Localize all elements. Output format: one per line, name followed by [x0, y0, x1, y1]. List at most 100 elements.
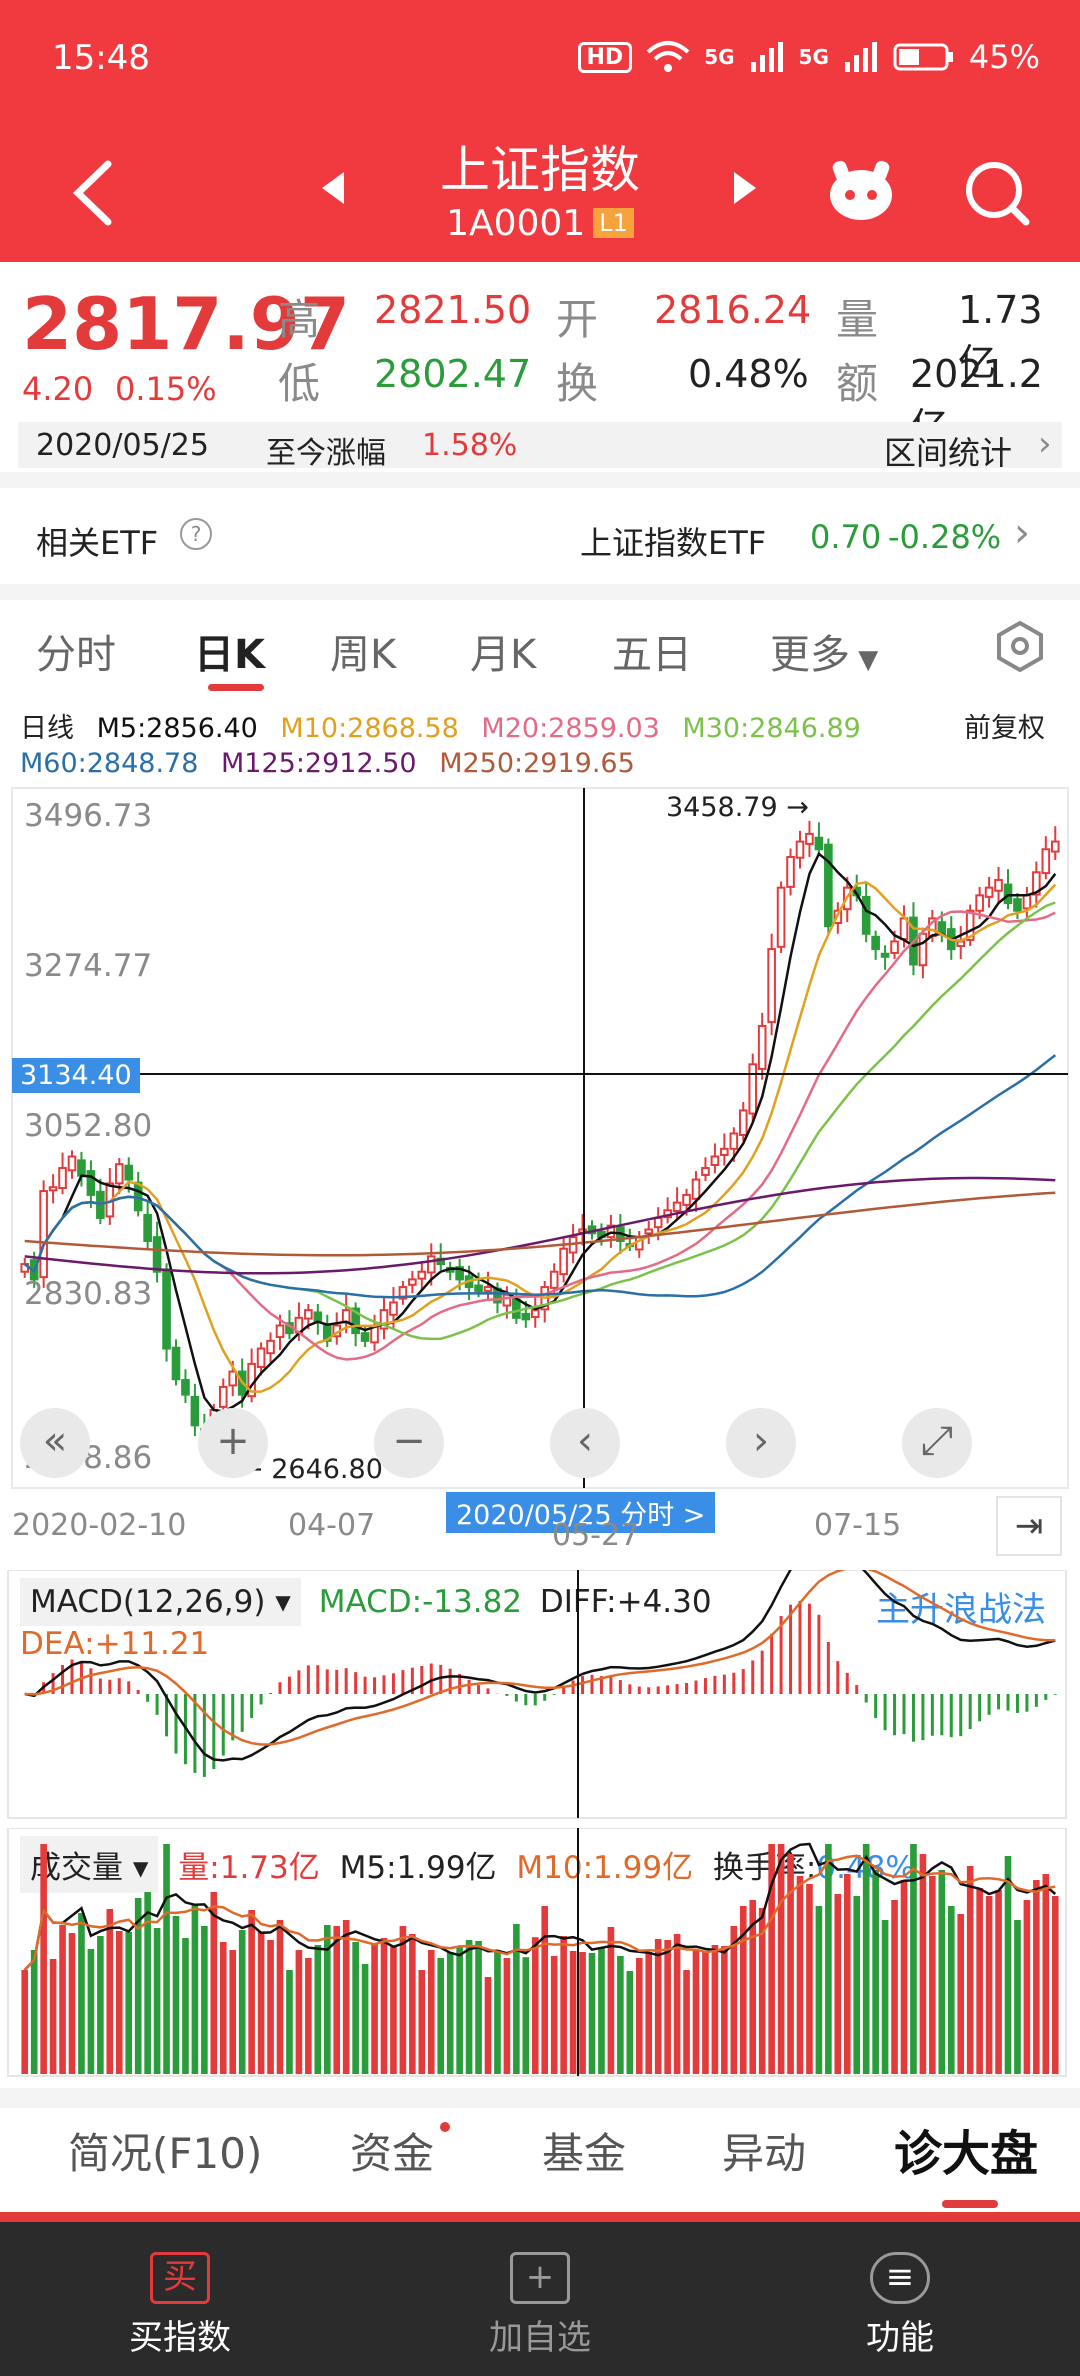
candle-body	[824, 843, 833, 928]
dropdown-icon: ▼	[850, 645, 879, 675]
diff-value: DIFF:+4.30	[539, 1584, 712, 1620]
prev-stock-icon[interactable]	[318, 168, 348, 208]
vol-ma5-line	[23, 1842, 1057, 1971]
volume-bar	[881, 1920, 889, 2074]
scroll-left-icon[interactable]: ‹	[550, 1408, 620, 1478]
volume-bar	[172, 1916, 180, 2074]
search-icon[interactable]	[962, 158, 1032, 228]
macd-chart[interactable]	[0, 1570, 1080, 1820]
tab-diagnose[interactable]: 诊大盘	[894, 2126, 1039, 2182]
period-tabs: 分时 日K 周K 月K 五日 更多 ▼	[0, 600, 1080, 695]
crosshair-date-badge[interactable]: 2020/05/25 分时 >	[446, 1492, 716, 1533]
volume-bar	[569, 1951, 577, 2074]
candle-body	[455, 1266, 464, 1281]
candle-body	[190, 1395, 200, 1427]
tab-more[interactable]: 更多 ▼	[770, 622, 878, 680]
tab-weekly-k[interactable]: 周K	[330, 632, 397, 678]
candle-body	[776, 886, 786, 948]
crosshair-price-label: 3134.40	[12, 1058, 140, 1093]
ma5-value: M5:2856.40	[96, 713, 258, 744]
volume-bar	[976, 1888, 983, 2074]
volume-frame	[7, 1828, 1067, 2077]
volume-bar	[560, 1936, 567, 2074]
battery-percent: 45%	[968, 38, 1040, 76]
candle-body	[1022, 894, 1032, 910]
help-icon[interactable]: ?	[180, 518, 212, 550]
range-bar[interactable]: 2020/05/25 至今涨幅 1.58% 区间统计 ›	[18, 422, 1062, 472]
back-icon[interactable]	[68, 158, 118, 228]
volume-bar	[957, 1914, 965, 2074]
ma30-line	[23, 901, 1056, 1341]
kline-svg[interactable]	[0, 780, 1080, 1580]
add-watchlist-button[interactable]: + 加自选	[440, 2252, 640, 2359]
volume-bar	[437, 1958, 445, 2074]
zoom-minus-icon[interactable]: −	[374, 1408, 444, 1478]
tab-monthly-k[interactable]: 月K	[470, 632, 537, 678]
tab-f10[interactable]: 简况(F10)	[68, 2129, 263, 2178]
vol-m5: M5:1.99亿	[339, 1850, 497, 1886]
tab-five-day[interactable]: 五日	[612, 632, 692, 678]
footer-bar: 买 买指数 + 加自选 ≡ 功能	[0, 2212, 1080, 2376]
tab-anomaly[interactable]: 异动	[722, 2129, 807, 2178]
robot-assistant-icon[interactable]	[824, 155, 898, 225]
ma60-line	[23, 1054, 1057, 1299]
volume-bar	[314, 1945, 322, 2074]
zoom-out-fast-icon[interactable]: «	[20, 1408, 90, 1478]
volume-bar	[541, 1906, 549, 2074]
macd-dropdown[interactable]: MACD(12,26,9) ▾	[20, 1578, 301, 1626]
fullscreen-icon[interactable]: ⤢	[902, 1408, 972, 1478]
candle-body	[1013, 898, 1022, 912]
tab-fund-flow[interactable]: 资金	[350, 2129, 435, 2178]
volume-bar	[248, 1910, 255, 2074]
y-tick-label: 3052.80	[24, 1108, 153, 1144]
related-etf-row[interactable]: 相关ETF ? 上证指数ETF 0.70 -0.28% ›	[0, 496, 1080, 586]
open-label: 开	[556, 295, 599, 344]
volume-chart[interactable]	[0, 1828, 1080, 2078]
volume-bar	[21, 1970, 29, 2074]
volume-value: 1.73亿	[958, 288, 1043, 385]
jump-latest-icon[interactable]: ⇥	[996, 1496, 1062, 1556]
volume-bar	[513, 1924, 520, 2074]
range-stats-link[interactable]: 区间统计	[884, 434, 1013, 472]
volume-bar	[910, 1844, 917, 2074]
volume-bar	[323, 1925, 331, 2074]
candle-body	[417, 1270, 427, 1280]
candle-body	[549, 1270, 559, 1289]
next-stock-icon[interactable]	[730, 168, 760, 208]
notification-dot	[440, 2122, 450, 2132]
volume-value: 量:1.73亿	[178, 1850, 320, 1886]
volume-bar	[390, 1946, 397, 2074]
buy-index-button[interactable]: 买 买指数	[80, 2252, 280, 2359]
ma125-line	[24, 1176, 1056, 1275]
volume-bar	[78, 1913, 85, 2074]
volume-bar	[673, 1934, 681, 2074]
candle-body	[861, 895, 871, 935]
strategy-link[interactable]: 主升浪战法	[876, 1590, 1046, 1630]
volume-bar	[352, 1942, 359, 2074]
fq-toggle[interactable]: 前复权	[964, 713, 1045, 744]
zoom-in-icon[interactable]: +	[198, 1408, 268, 1478]
settings-hexagon-icon[interactable]	[994, 620, 1046, 672]
candle-body	[653, 1216, 663, 1229]
volume-bar	[635, 1958, 643, 2074]
y-tick-label: 3496.73	[24, 798, 153, 834]
volume-bar	[276, 1920, 284, 2074]
tab-intraday[interactable]: 分时	[36, 632, 116, 678]
volume-bar	[749, 1900, 757, 2074]
volume-bar	[891, 1900, 898, 2074]
scroll-right-icon[interactable]: ›	[726, 1408, 796, 1478]
tab-daily-k[interactable]: 日K	[194, 632, 265, 678]
divider-3	[0, 2088, 1080, 2108]
kline-chart[interactable]: 3134.40 3496.73 3274.77 3052.80 2830.83 …	[0, 780, 1080, 1580]
function-button[interactable]: ≡ 功能	[800, 2252, 1000, 2359]
ma10-line	[23, 880, 1057, 1393]
volume-bar	[30, 1950, 38, 2074]
volume-bar	[1042, 1874, 1050, 2074]
candle-body	[691, 1178, 701, 1200]
volume-bar	[115, 1931, 123, 2074]
candle-body	[767, 948, 776, 1024]
volume-bar	[153, 1928, 161, 2074]
tab-funds[interactable]: 基金	[542, 2129, 627, 2178]
candle-body	[48, 1186, 58, 1192]
divider-2	[0, 584, 1080, 600]
